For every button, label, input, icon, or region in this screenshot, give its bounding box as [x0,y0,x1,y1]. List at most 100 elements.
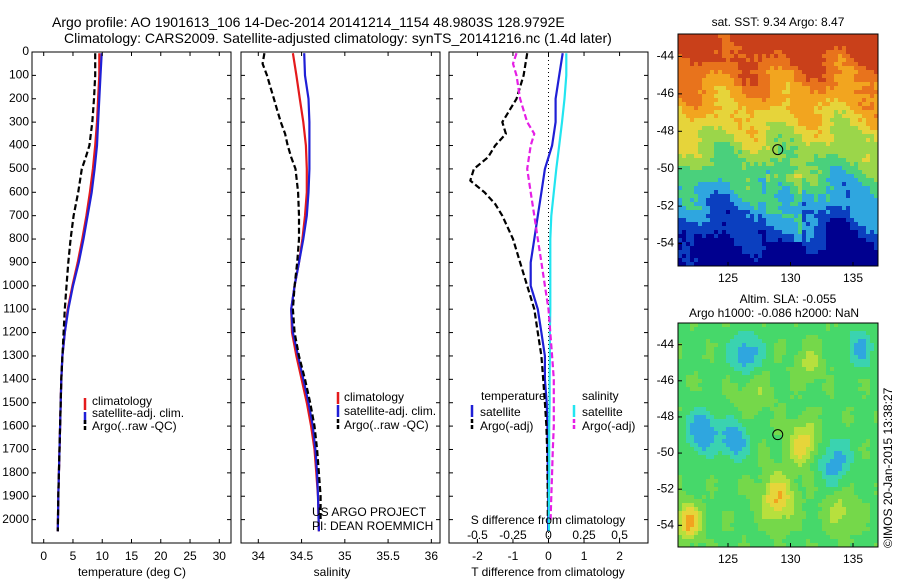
heatmap-cell [854,154,859,159]
heatmap-cell [714,214,719,219]
heatmap-cell [810,206,815,211]
heatmap-cell [686,242,691,247]
heatmap-cell [686,411,691,416]
heatmap-cell [754,323,759,328]
heatmap-cell [838,391,843,396]
heatmap-cell [778,42,783,47]
heatmap-cell [802,50,807,55]
heatmap-cell [818,387,823,392]
heatmap-cell [746,130,751,135]
heatmap-cell [834,210,839,215]
heatmap-cell [806,431,811,436]
heatmap-cell [734,435,739,440]
heatmap-cell [754,246,759,251]
heatmap-cell [718,407,723,412]
series-argo-raw-qc--line [261,53,322,520]
heatmap-cell [810,186,815,191]
heatmap-cell [734,327,739,332]
heatmap-cell [822,146,827,151]
heatmap-cell [814,102,819,107]
heatmap-cell [686,94,691,99]
heatmap-cell [794,411,799,416]
heatmap-cell [762,403,767,408]
heatmap-cell [730,210,735,215]
heatmap-cell [742,323,747,328]
heatmap-cell [738,347,743,352]
heatmap-cell [786,351,791,356]
heatmap-cell [818,331,823,336]
heatmap-cell [762,439,767,444]
heatmap-cell [742,387,747,392]
heatmap-cell [870,250,875,255]
heatmap-cell [742,399,747,404]
heatmap-cell [766,423,771,428]
heatmap-cell [866,194,871,199]
heatmap-cell [706,407,711,412]
heatmap-cell [734,451,739,456]
heatmap-cell [750,134,755,139]
heatmap-cell [762,182,767,187]
heatmap-cell [794,375,799,380]
heatmap-cell [758,234,763,239]
heatmap-cell [842,379,847,384]
heatmap-cell [690,122,695,127]
heatmap-cell [826,230,831,235]
heatmap-cell [746,162,751,167]
heatmap-cell [730,335,735,340]
heatmap-cell [702,443,707,448]
heatmap-cell [822,94,827,99]
heatmap-cell [802,66,807,71]
heatmap-cell [870,114,875,119]
heatmap-cell [722,134,727,139]
heatmap-cell [874,447,878,452]
heatmap-cell [730,419,735,424]
heatmap-cell [710,206,715,211]
heatmap-cell [730,331,735,336]
heatmap-cell [706,222,711,227]
heatmap-cell [822,138,827,143]
heatmap-cell [746,451,751,456]
heatmap-cell [718,170,723,175]
heatmap-cell [694,146,699,151]
heatmap-cell [794,435,799,440]
heatmap-cell [686,46,691,51]
heatmap-cell [750,90,755,95]
heatmap-cell [706,327,711,332]
heatmap-cell [822,391,827,396]
heatmap-cell [782,210,787,215]
heatmap-cell [726,379,731,384]
heatmap-cell [770,427,775,432]
heatmap-cell [730,327,735,332]
heatmap-cell [822,82,827,87]
heatmap-cell [730,455,735,460]
heatmap-cell [866,154,871,159]
heatmap-cell [830,347,835,352]
heatmap-cell [770,130,775,135]
heatmap-cell [722,70,727,75]
heatmap-cell [874,331,878,336]
heatmap-cell [730,50,735,55]
heatmap-cell [746,46,751,51]
heatmap-cell [682,174,687,179]
heatmap-cell [790,146,795,151]
heatmap-cell [730,202,735,207]
heatmap-cell [678,375,683,380]
heatmap-cell [686,82,691,87]
heatmap-cell [714,122,719,127]
heatmap-cell [806,415,811,420]
heatmap-cell [750,258,755,263]
heatmap-cell [850,102,855,107]
heatmap-cell [826,130,831,135]
heatmap-cell [814,162,819,167]
heatmap-cell [778,431,783,436]
heatmap-cell [782,230,787,235]
heatmap-cell [746,427,751,432]
heatmap-cell [730,42,735,47]
heatmap-cell [698,371,703,376]
heatmap-cell [710,439,715,444]
heatmap-cell [730,106,735,111]
heatmap-cell [698,415,703,420]
heatmap-cell [874,387,878,392]
heatmap-cell [750,375,755,380]
heatmap-cell [782,42,787,47]
